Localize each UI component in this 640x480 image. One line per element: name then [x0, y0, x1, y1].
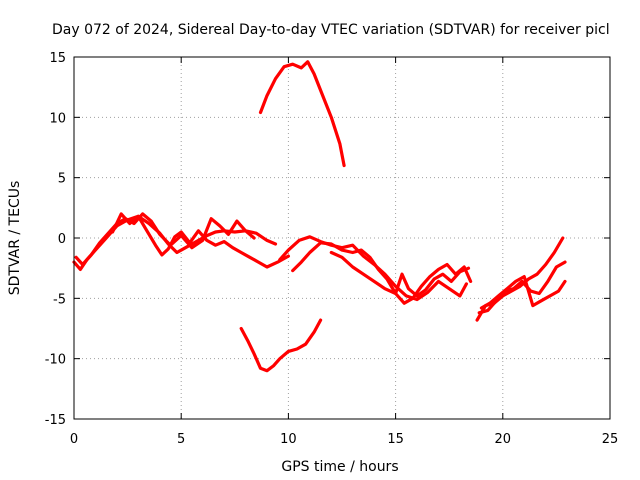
y-tick-label: -15 — [45, 413, 66, 428]
y-tick-label: 0 — [58, 232, 66, 247]
series-arc-mid-2 — [291, 241, 473, 305]
series-arc-main-1 — [72, 214, 278, 271]
x-tick-label: 5 — [177, 432, 185, 447]
series-arc-main-2 — [74, 212, 256, 267]
x-tick-label: 10 — [280, 432, 297, 447]
series-arc-end-3 — [479, 275, 567, 310]
y-tick-label: -10 — [45, 353, 66, 368]
x-tick-label: 15 — [387, 432, 404, 447]
grid-lines — [74, 57, 610, 419]
series-arc-end-2 — [477, 260, 567, 315]
y-tick-label: 10 — [49, 111, 66, 126]
series-arc-main-3 — [110, 212, 290, 269]
y-tick-label: -5 — [53, 292, 66, 307]
y-tick-label: 5 — [58, 172, 66, 187]
x-axis-label: GPS time / hours — [281, 459, 398, 475]
y-axis-label: SDTVAR / TECUs — [7, 181, 23, 296]
y-tick-label: 15 — [49, 51, 66, 66]
series-arc-upper — [258, 60, 346, 168]
chart-title: Day 072 of 2024, Sidereal Day-to-day VTE… — [52, 22, 610, 38]
x-tick-label: 25 — [602, 432, 619, 447]
series-arc-lower — [239, 318, 323, 373]
data-series — [72, 60, 567, 373]
x-tick-label: 0 — [70, 432, 78, 447]
axis-ticks: 0 5 10 15 20 25 -15 -10 -5 0 5 10 15 — [45, 51, 619, 447]
x-tick-label: 20 — [495, 432, 512, 447]
series-arc-mid-3 — [329, 250, 471, 298]
